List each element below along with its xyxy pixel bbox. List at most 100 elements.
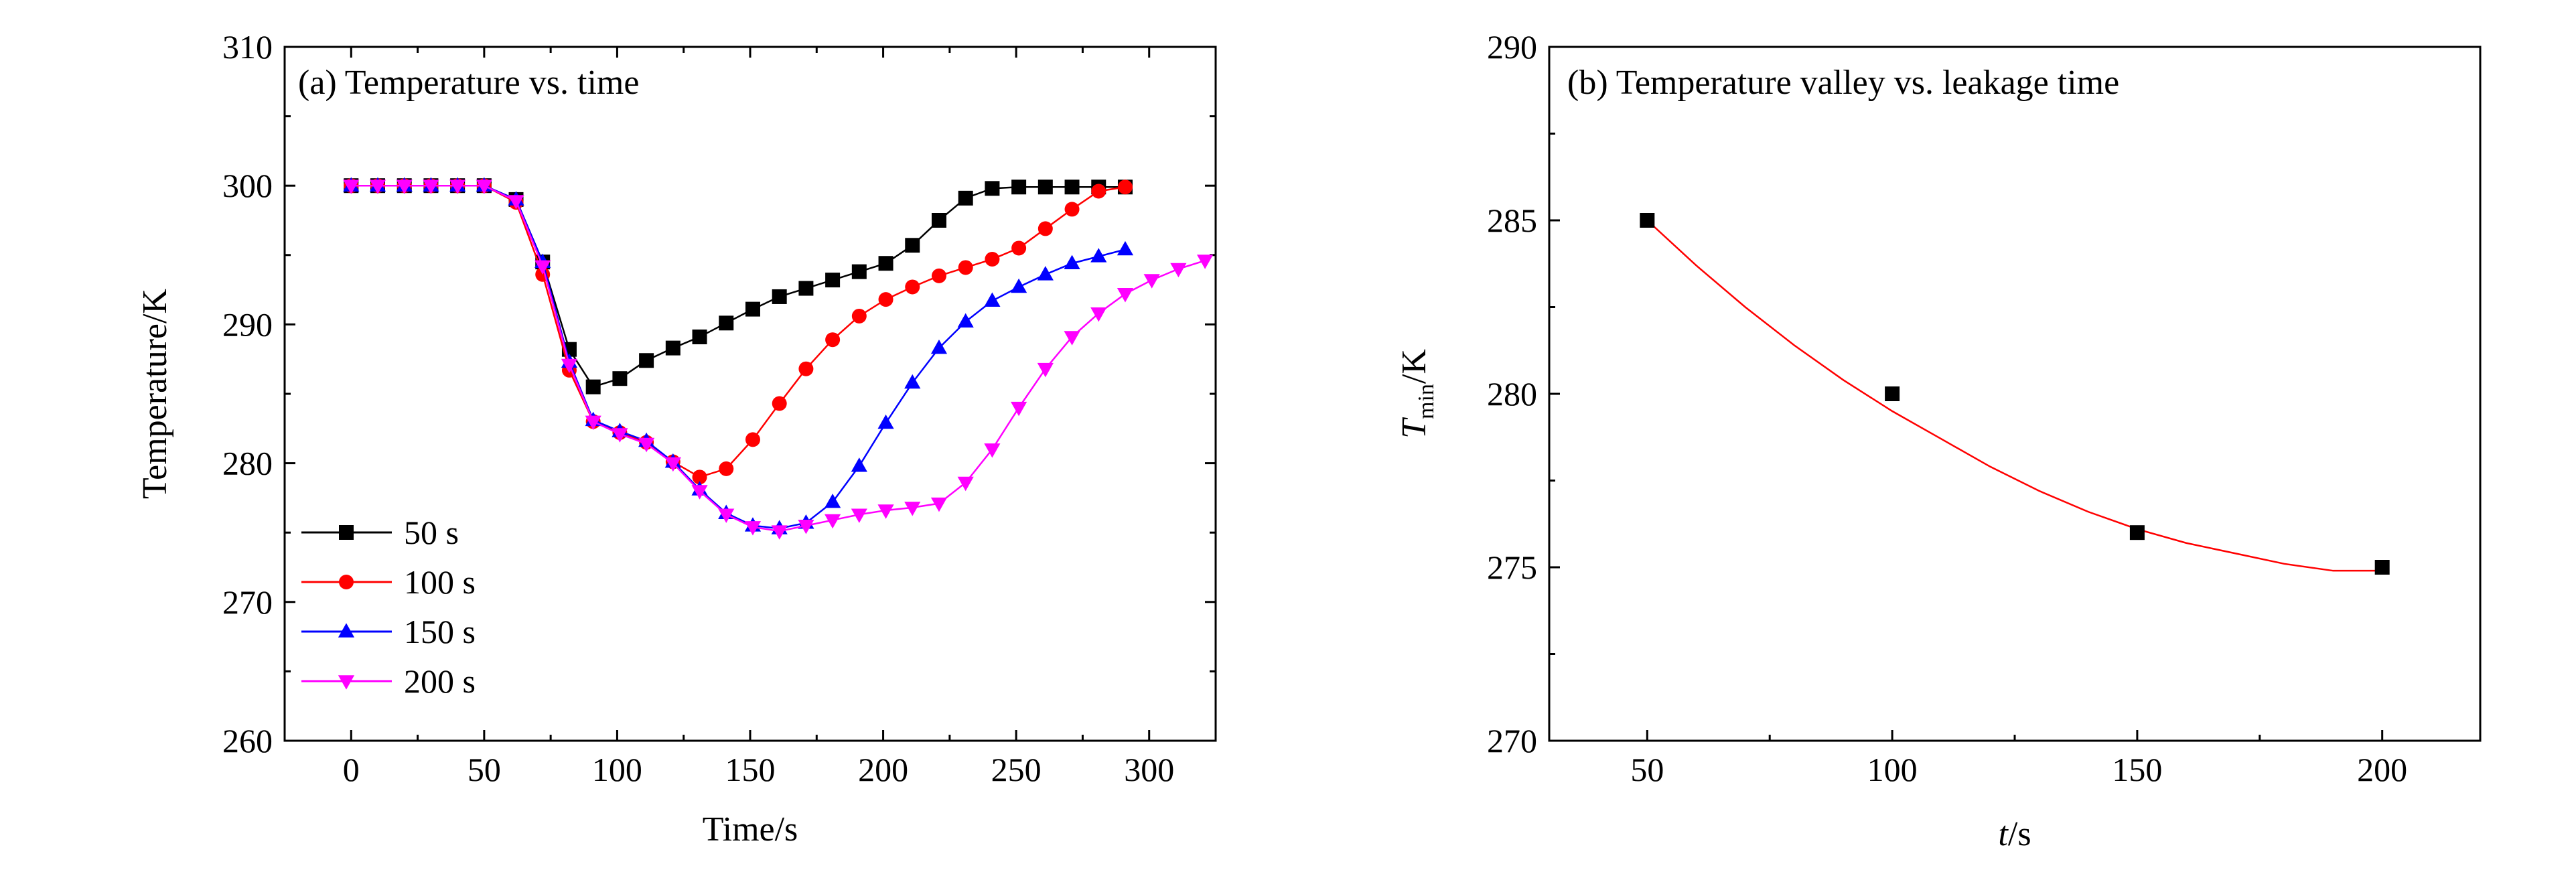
data-point [1064,331,1080,346]
data-point [825,332,841,348]
legend-marker [338,675,355,690]
data-point [851,457,867,472]
data-point [664,457,681,472]
data-point [585,415,601,431]
data-point [1037,362,1054,378]
panel-b-y-tick-label: 290 [1487,28,1537,66]
panel-b-y-tick-label: 275 [1487,549,1537,586]
data-point [612,371,628,386]
data-point [745,301,760,317]
data-point [1885,386,1900,401]
data-point [1143,274,1160,289]
data-point [719,461,734,476]
data-point [1064,255,1080,270]
panel-b-y-axis-title: Tmin/K [1395,349,1439,439]
panel-a-legend: 50 s 100 s 150 s 200 s [301,514,476,700]
data-point [449,179,466,194]
data-point [877,504,894,519]
series-line [351,184,1125,388]
data-point [984,443,1001,458]
panel-b-x-axis-unit: /s [2008,815,2031,853]
data-point [877,414,894,429]
legend-label: 150 s [404,613,476,650]
data-point [957,476,974,492]
data-point [825,493,841,508]
data-point [878,292,893,307]
data-point [1011,401,1027,417]
data-point [985,252,1000,267]
data-point [931,213,946,228]
panel-b-x-tick-label: 50 [1630,751,1664,788]
data-point [1091,184,1106,199]
panel-b-x-tick-label: 100 [1867,751,1918,788]
panel-a-title: (a) Temperature vs. time [298,64,639,102]
panel-a-x-tick-label: 0 [343,751,360,788]
data-point [851,308,867,323]
panel-b-title: (b) Temperature valley vs. leakage time [1567,64,2119,102]
data-point [718,508,735,523]
data-point [343,179,360,194]
data-point [1197,255,1214,269]
data-point [1170,263,1187,278]
series-100s [344,178,1133,485]
data-point [1064,179,1080,195]
panel-b-y-axis-unit: /K [1395,349,1433,384]
panel-b-y-axis-symbol: T [1395,417,1433,439]
panel-a-y-tick-label: 290 [222,305,273,343]
data-point [878,256,893,271]
data-point [798,520,814,534]
data-point [534,260,551,275]
data-point [1037,179,1053,195]
data-point [958,190,973,206]
legend-marker [338,623,355,638]
panel-b-x-axis-symbol: t [1998,815,2009,853]
data-point [771,525,788,540]
data-point [930,497,948,512]
data-point [904,502,921,516]
panel-a-x-tick-label: 50 [468,751,501,788]
data-point [1037,266,1054,281]
panel-a-temperature-vs-time: (a) Temperature vs. time Time/s Temperat… [136,28,1217,849]
series-50s [344,178,1133,394]
data-point [930,339,948,354]
data-point [984,292,1001,307]
panel-a-x-tick-label: 250 [991,751,1042,788]
data-point [985,181,1000,196]
data-point [585,379,601,394]
data-point [1117,288,1134,303]
data-point [638,437,655,453]
data-point [369,179,386,194]
series-200s [343,179,1214,540]
panel-a-y-axis-title: Temperature/K [136,289,174,499]
data-point [1090,307,1107,322]
data-point [665,340,681,356]
panel-b-y-tick-label: 270 [1487,722,1537,759]
series-line [351,184,1126,530]
data-point [904,374,921,389]
panel-b-y-tick-label: 285 [1487,202,1537,239]
data-point [1011,179,1027,195]
panel-b-y-axis-subscript: min [1414,384,1439,419]
panel-a-x-tick-label: 200 [858,751,908,788]
legend-label: 100 s [404,563,476,601]
data-point [1037,221,1053,236]
series-line [351,184,1126,478]
data-point [1090,248,1107,263]
panel-a-x-tick-label: 150 [725,751,776,788]
data-point [825,514,841,529]
data-point [931,268,946,283]
data-point [1011,240,1027,256]
data-point [719,315,734,331]
legend-marker [339,525,354,540]
panel-a-x-tick-label: 300 [1124,751,1174,788]
data-point [772,289,787,304]
series-line [351,184,1206,532]
legend-marker [339,575,354,589]
data-point [476,179,492,194]
data-point [2374,560,2390,575]
data-point [2129,525,2145,540]
data-point [1011,278,1027,293]
legend-label: 50 s [404,514,459,551]
data-point [958,260,973,275]
data-point [423,179,439,194]
